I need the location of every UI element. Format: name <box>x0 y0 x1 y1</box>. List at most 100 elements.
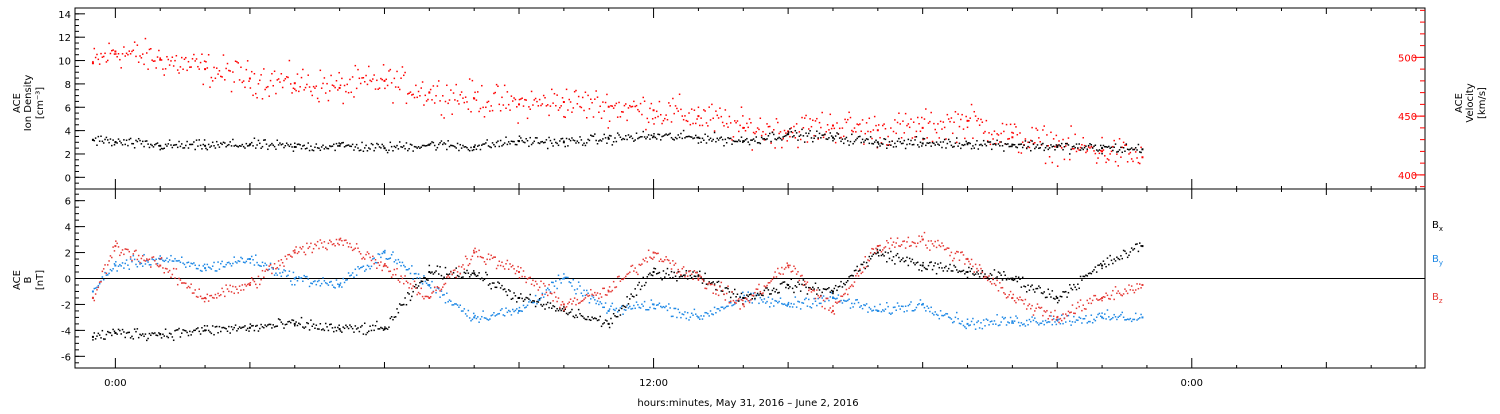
velocity-point <box>1120 156 1122 158</box>
bx-point <box>1101 264 1104 267</box>
density-point <box>179 145 182 148</box>
bz-point <box>199 295 202 298</box>
velocity-point <box>111 49 113 52</box>
by-point <box>657 303 659 306</box>
density-point <box>840 140 842 143</box>
density-point <box>206 148 209 151</box>
by-point <box>580 292 583 294</box>
density-point <box>891 140 893 142</box>
by-point <box>682 313 685 316</box>
velocity-point <box>598 111 600 114</box>
density-point <box>795 132 798 134</box>
bz-point <box>652 251 655 254</box>
by-point <box>592 296 595 299</box>
bz-point <box>890 237 892 240</box>
density-point <box>511 140 514 143</box>
bz-point <box>435 289 437 292</box>
by-point <box>423 275 425 277</box>
bx-point <box>304 326 307 328</box>
density-point <box>482 143 484 145</box>
by-point <box>1056 319 1059 322</box>
velocity-point <box>345 90 347 93</box>
bx-point <box>880 254 883 257</box>
velocity-point <box>915 130 918 133</box>
bx-point <box>791 287 794 290</box>
density-point <box>576 140 579 142</box>
bx-point <box>215 325 218 328</box>
bz-point <box>794 267 797 270</box>
density-point <box>634 139 636 141</box>
bx-point <box>369 325 371 327</box>
bz-point <box>816 289 818 291</box>
bz-point <box>832 305 834 307</box>
density-point <box>974 143 977 146</box>
bz-point <box>124 248 126 250</box>
by-point <box>151 258 153 260</box>
density-point <box>1091 147 1094 149</box>
bx-point <box>767 289 770 291</box>
density-point <box>541 140 544 143</box>
bz-point <box>183 282 186 284</box>
by-point <box>175 260 178 262</box>
density-point <box>108 141 110 144</box>
velocity-point <box>1047 145 1050 147</box>
velocity-point <box>664 117 666 120</box>
bz-point <box>692 278 694 281</box>
velocity-point <box>141 53 144 55</box>
density-point <box>343 146 346 148</box>
velocity-point <box>818 121 821 124</box>
bx-point <box>915 262 918 264</box>
density-point <box>1024 140 1027 142</box>
velocity-point <box>634 105 636 108</box>
bz-point <box>1004 293 1006 295</box>
velocity-point <box>310 90 312 93</box>
density-point <box>825 138 827 140</box>
bx-point <box>486 273 488 276</box>
by-point <box>795 306 798 308</box>
bx-point <box>1030 285 1032 288</box>
bx-point <box>505 290 507 293</box>
by-point <box>610 305 612 307</box>
by-point <box>346 278 348 281</box>
by-point <box>995 323 997 325</box>
by-point <box>514 309 517 312</box>
bz-point <box>525 281 527 284</box>
bz-point <box>287 253 289 256</box>
density-point <box>452 145 455 147</box>
by-point <box>670 315 673 318</box>
by-point <box>817 297 819 300</box>
velocity-point <box>214 77 217 80</box>
by-point <box>1056 320 1059 322</box>
by-point <box>236 262 238 264</box>
bx-point <box>1122 249 1125 252</box>
bz-point <box>993 282 996 285</box>
bx-point <box>705 283 708 285</box>
bz-point <box>673 264 675 266</box>
density-point <box>454 145 456 148</box>
velocity-point <box>172 65 175 67</box>
bz-point <box>1093 294 1095 297</box>
by-point <box>676 316 678 319</box>
bx-point <box>392 318 394 321</box>
velocity-point <box>777 121 779 124</box>
velocity-point <box>590 98 592 100</box>
velocity-point <box>392 102 394 104</box>
velocity-point <box>540 104 542 107</box>
bx-point <box>798 283 801 286</box>
bz-point <box>323 241 326 243</box>
bz-point <box>990 283 993 285</box>
density-point <box>647 134 650 136</box>
by-point <box>914 309 916 311</box>
by-point <box>845 300 848 302</box>
density-point <box>538 142 541 145</box>
velocity-point <box>851 129 853 132</box>
by-point <box>786 305 788 307</box>
by-point <box>452 304 455 306</box>
density-point <box>1074 146 1076 149</box>
by-point <box>136 265 139 268</box>
density-point <box>1048 147 1051 149</box>
bx-point <box>280 321 283 323</box>
bx-point <box>353 331 355 333</box>
velocity-point <box>680 108 682 111</box>
bz-point <box>215 297 218 299</box>
